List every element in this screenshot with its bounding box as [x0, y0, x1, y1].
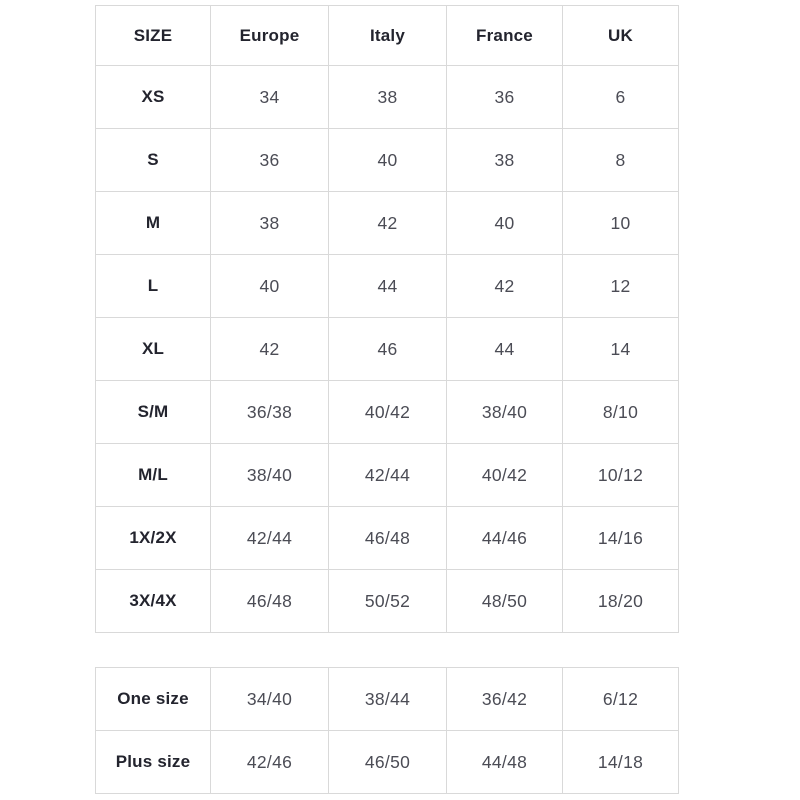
value-cell: 14/16 — [562, 506, 679, 570]
value-cell: 44/46 — [446, 506, 563, 570]
value-cell: 42 — [328, 191, 447, 255]
value-cell: 34 — [210, 65, 329, 129]
value-cell: 6/12 — [562, 667, 679, 731]
column-header-size: SIZE — [95, 5, 211, 66]
table-header: SIZE Europe Italy France UK — [95, 5, 679, 66]
size-label-cell: 1X/2X — [95, 506, 211, 570]
table-row: XS 34 38 36 6 — [95, 65, 679, 129]
value-cell: 36 — [446, 65, 563, 129]
value-cell: 46/50 — [328, 730, 447, 794]
table-row: 3X/4X 46/48 50/52 48/50 18/20 — [95, 569, 679, 633]
value-cell: 8 — [562, 128, 679, 192]
size-table-body: XS 34 38 36 6 S 36 40 38 8 M 38 42 40 10 L 40 44 42 12 XL 42 4… — [95, 65, 679, 633]
value-cell: 10 — [562, 191, 679, 255]
column-header-europe: Europe — [210, 5, 329, 66]
table-row: L 40 44 42 12 — [95, 254, 679, 318]
size-conversion-table: SIZE Europe Italy France UK XS 34 38 36 6 S 36 40 38… — [95, 5, 679, 633]
size-label-cell: L — [95, 254, 211, 318]
table-row: One size 34/40 38/44 36/42 6/12 — [95, 667, 679, 731]
value-cell: 36/42 — [446, 667, 563, 731]
size-label-cell: S — [95, 128, 211, 192]
value-cell: 14 — [562, 317, 679, 381]
table-row: M 38 42 40 10 — [95, 191, 679, 255]
size-label-cell: M — [95, 191, 211, 255]
value-cell: 44 — [446, 317, 563, 381]
value-cell: 42 — [446, 254, 563, 318]
value-cell: 40 — [210, 254, 329, 318]
value-cell: 38/44 — [328, 667, 447, 731]
value-cell: 44/48 — [446, 730, 563, 794]
special-sizes-table-body: One size 34/40 38/44 36/42 6/12 Plus size 42/4… — [95, 667, 679, 794]
table-row: XL 42 46 44 14 — [95, 317, 679, 381]
value-cell: 50/52 — [328, 569, 447, 633]
size-label-cell: One size — [95, 667, 211, 731]
value-cell: 46/48 — [328, 506, 447, 570]
value-cell: 34/40 — [210, 667, 329, 731]
value-cell: 38 — [210, 191, 329, 255]
header-row: SIZE Europe Italy France UK — [95, 5, 679, 66]
size-label-cell: M/L — [95, 443, 211, 507]
value-cell: 38 — [328, 65, 447, 129]
value-cell: 40 — [446, 191, 563, 255]
special-sizes-table: One size 34/40 38/44 36/42 6/12 Plus size 42/4… — [95, 667, 679, 794]
value-cell: 46/48 — [210, 569, 329, 633]
value-cell: 40/42 — [446, 443, 563, 507]
table-row: S 36 40 38 8 — [95, 128, 679, 192]
value-cell: 48/50 — [446, 569, 563, 633]
table-row: 1X/2X 42/44 46/48 44/46 14/16 — [95, 506, 679, 570]
value-cell: 42/44 — [210, 506, 329, 570]
value-cell: 38/40 — [210, 443, 329, 507]
value-cell: 14/18 — [562, 730, 679, 794]
table-row: Plus size 42/46 46/50 44/48 14/18 — [95, 730, 679, 794]
value-cell: 36/38 — [210, 380, 329, 444]
value-cell: 36 — [210, 128, 329, 192]
value-cell: 18/20 — [562, 569, 679, 633]
table-row: S/M 36/38 40/42 38/40 8/10 — [95, 380, 679, 444]
value-cell: 10/12 — [562, 443, 679, 507]
value-cell: 44 — [328, 254, 447, 318]
size-label-cell: XL — [95, 317, 211, 381]
size-label-cell: 3X/4X — [95, 569, 211, 633]
table-row: M/L 38/40 42/44 40/42 10/12 — [95, 443, 679, 507]
value-cell: 46 — [328, 317, 447, 381]
value-cell: 42/46 — [210, 730, 329, 794]
value-cell: 12 — [562, 254, 679, 318]
value-cell: 42/44 — [328, 443, 447, 507]
value-cell: 8/10 — [562, 380, 679, 444]
value-cell: 38 — [446, 128, 563, 192]
size-label-cell: S/M — [95, 380, 211, 444]
column-header-france: France — [446, 5, 563, 66]
value-cell: 40/42 — [328, 380, 447, 444]
size-label-cell: Plus size — [95, 730, 211, 794]
value-cell: 42 — [210, 317, 329, 381]
size-label-cell: XS — [95, 65, 211, 129]
column-header-italy: Italy — [328, 5, 447, 66]
value-cell: 38/40 — [446, 380, 563, 444]
column-header-uk: UK — [562, 5, 679, 66]
value-cell: 6 — [562, 65, 679, 129]
value-cell: 40 — [328, 128, 447, 192]
